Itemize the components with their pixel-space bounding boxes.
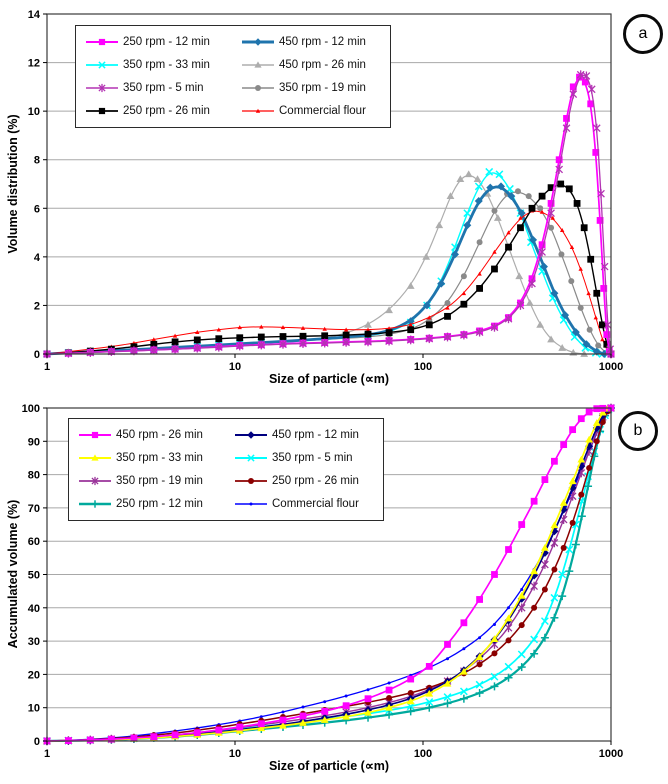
y-tick-label: 80 (28, 470, 40, 482)
legend-item-350-5: 350 rpm - 5 min (86, 81, 242, 95)
legend-marker-450-26 (242, 61, 274, 68)
legend-label-350-33: 350 rpm - 33 min (123, 59, 210, 71)
chart-a-legend: 250 rpm - 12 min 450 rpm - 12 min 350 rpm … (75, 25, 391, 128)
legend-label-flour: Commercial flour (279, 105, 366, 117)
legend-item-450-12: 450 rpm - 12 min (242, 35, 382, 49)
legend-item-flour: Commercial flour (235, 497, 375, 511)
legend-label-250-26: 250 rpm - 26 min (272, 475, 359, 487)
series-flour-line (46, 210, 612, 355)
series-250-26-markers (43, 180, 615, 358)
x-tick-label: 100 (414, 361, 432, 373)
x-tick-label: 10 (229, 748, 241, 760)
legend-item-450-26: 450 rpm - 26 min (242, 58, 382, 72)
series-450-26-line (46, 174, 585, 355)
legend-item-350-19: 350 rpm - 19 min (242, 81, 382, 95)
y-tick-label: 14 (28, 9, 41, 21)
legend-marker-250-26 (235, 478, 267, 484)
y-tick-label: 4 (34, 252, 41, 264)
chart-b-legend: 450 rpm - 26 min 450 rpm - 12 min 350 rpm … (68, 418, 384, 521)
y-tick-label: 0 (34, 349, 40, 361)
legend-item-350-19: 350 rpm - 19 min (79, 474, 235, 488)
y-tick-label: 50 (28, 570, 40, 582)
legend-label-450-26: 450 rpm - 26 min (279, 59, 366, 71)
axis-ticks: 0 2 4 6 8 10 12 14 1 10 100 1000 (28, 9, 623, 373)
legend-item-250-26: 250 rpm - 26 min (86, 104, 242, 118)
y-tick-label: 12 (28, 58, 40, 70)
y-tick-label: 40 (28, 603, 40, 615)
series-350-5-line (46, 74, 612, 355)
legend-item-450-26: 450 rpm - 26 min (79, 428, 235, 442)
legend-marker-450-26 (79, 431, 111, 439)
legend-item-350-33: 350 rpm - 33 min (86, 58, 242, 72)
legend-marker-250-26 (86, 107, 118, 115)
legend-marker-450-12 (242, 38, 274, 46)
legend-marker-350-33 (79, 454, 111, 461)
y-tick-label: 60 (28, 536, 40, 548)
x-tick-label: 1000 (599, 748, 623, 760)
legend-label-350-19: 350 rpm - 19 min (279, 82, 366, 94)
legend-marker-450-12 (235, 431, 267, 439)
y-tick-label: 20 (28, 669, 40, 681)
legend-marker-350-19 (79, 476, 111, 486)
chart-b-xlabel: Size of particle (∝m) (268, 759, 390, 773)
y-tick-label: 8 (34, 155, 40, 167)
legend-label-350-33: 350 rpm - 33 min (116, 452, 203, 464)
y-tick-label: 100 (22, 403, 40, 415)
legend-label-450-12: 450 rpm - 12 min (279, 36, 366, 48)
legend-label-250-12: 250 rpm - 12 min (116, 498, 203, 510)
legend-item-450-12: 450 rpm - 12 min (235, 428, 375, 442)
chart-b-ylabel: Accumulated volume (%) (6, 499, 20, 649)
legend-label-350-19: 350 rpm - 19 min (116, 475, 203, 487)
y-tick-label: 0 (34, 736, 40, 748)
series-flour-markers (44, 208, 614, 356)
legend-label-250-26: 250 rpm - 26 min (123, 105, 210, 117)
plot-border (46, 13, 612, 355)
x-tick-label: 10 (229, 361, 241, 373)
y-tick-label: 10 (28, 703, 40, 715)
legend-label-450-26: 450 rpm - 26 min (116, 429, 203, 441)
legend-marker-350-5 (86, 83, 118, 93)
legend-item-350-33: 350 rpm - 33 min (79, 451, 235, 465)
chart-a-xlabel: Size of particle (∝m) (268, 372, 390, 386)
legend-marker-350-5 (235, 454, 267, 462)
legend-marker-350-33 (86, 61, 118, 69)
legend-marker-350-19 (242, 85, 274, 91)
series-250-26 (43, 180, 615, 358)
legend-marker-flour (242, 108, 274, 113)
legend-label-350-5: 350 rpm - 5 min (272, 452, 353, 464)
panel-b-badge: b (618, 411, 658, 451)
x-tick-label: 1000 (599, 361, 623, 373)
legend-label-350-5: 350 rpm - 5 min (123, 82, 204, 94)
y-tick-label: 2 (34, 300, 40, 312)
x-tick-label: 1 (44, 361, 50, 373)
legend-item-250-26: 250 rpm - 26 min (235, 474, 375, 488)
legend-item-350-5: 350 rpm - 5 min (235, 451, 375, 465)
x-tick-label: 1 (44, 748, 50, 760)
legend-item-250-12: 250 rpm - 12 min (86, 35, 242, 49)
y-tick-label: 10 (28, 106, 40, 118)
legend-marker-flour (235, 502, 267, 506)
x-tick-label: 100 (414, 748, 432, 760)
legend-label-450-12: 450 rpm - 12 min (272, 429, 359, 441)
y-tick-label: 6 (34, 203, 40, 215)
y-tick-label: 90 (28, 436, 40, 448)
legend-item-250-12: 250 rpm - 12 min (79, 497, 235, 511)
legend-label-250-12: 250 rpm - 12 min (123, 36, 210, 48)
legend-marker-250-12 (86, 38, 118, 46)
panel-a-badge: a (623, 14, 663, 54)
series-group (43, 403, 615, 746)
y-tick-label: 30 (28, 636, 40, 648)
legend-item-flour: Commercial flour (242, 104, 382, 118)
chart-a-ylabel: Volume distribution (%) (6, 114, 20, 254)
legend-label-flour: Commercial flour (272, 498, 359, 510)
series-flour (44, 208, 614, 356)
y-tick-label: 70 (28, 503, 40, 515)
legend-marker-250-12 (79, 500, 111, 508)
